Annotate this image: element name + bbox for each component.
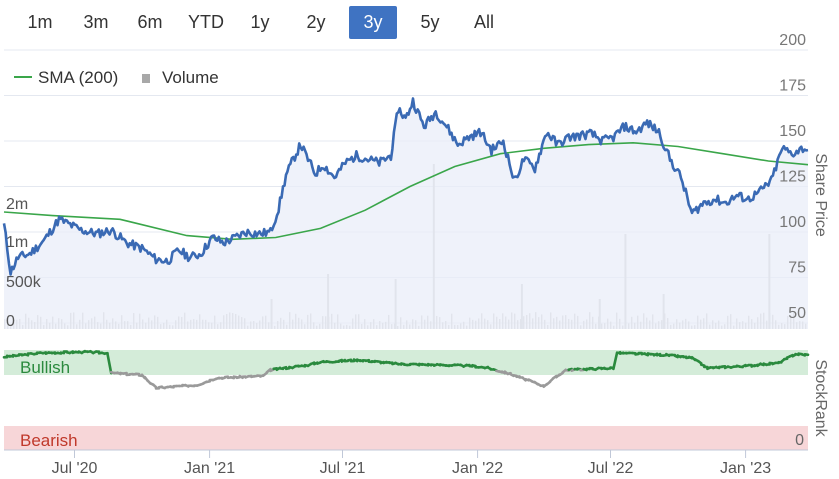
sma-line [3,141,809,241]
price-tick-label: 100 [779,214,806,231]
price-axis-title: Share Price [812,153,829,237]
stockrank-zero-tick: 0 [795,432,804,449]
range-button-5y[interactable]: 5y [420,12,440,32]
legend-volume-label[interactable]: Volume [162,68,219,87]
legend-sma-label[interactable]: SMA (200) [38,68,118,87]
legend-volume-swatch [142,74,150,83]
price-tick-label: 200 [779,32,806,49]
range-button-3m[interactable]: 3m [83,12,109,32]
stockrank-segment [23,352,30,357]
x-tick-label: Jul '22 [588,460,634,477]
range-button-1y[interactable]: 1y [250,12,270,32]
stockrank-segment [352,358,359,363]
stockrank-segment [337,358,344,363]
stockrank-segment [696,359,703,365]
stockrank-segment [759,362,765,367]
stockrank-segment [699,363,706,367]
bullish-band [4,350,808,375]
bullish-label: Bullish [20,358,70,377]
stockrank-segment [272,366,279,371]
share-price-line[interactable] [2,97,809,276]
stockrank-line [2,349,810,390]
range-button-ytd[interactable]: YTD [188,12,224,32]
range-button-3y[interactable]: 3y [349,6,397,39]
bearish-band [4,426,808,450]
stockrank-segment [655,352,662,357]
stockrank-segment [414,362,421,367]
x-tick-label: Jan '22 [452,460,503,477]
price-tick-label: 125 [779,169,806,186]
stockrank-segment [567,367,574,372]
volume-axis-ticks: 0 500k 1m 2m [6,196,42,330]
range-button-1m[interactable]: 1m [27,12,53,32]
stockrank-segment [643,352,650,357]
stockrank-segment [471,363,477,368]
stockrank-axis-title: StockRank [812,359,829,437]
range-selector: 1m 3m 6m YTD 1y 2y 3y 5y All [0,6,839,40]
stockrank-segment [615,350,622,355]
stockrank-segment [281,365,288,370]
volume-tick-label: 2m [6,196,28,213]
stockrank-segment [364,358,371,363]
legend[interactable]: SMA (200) Volume [14,68,219,87]
stockrank-segment [346,358,353,362]
volume-tick-label: 1m [6,234,28,251]
range-button-all[interactable]: All [473,12,494,32]
x-tick-label: Jul '21 [320,460,366,477]
price-axis-ticks: 50 75 100 125 150 175 200 [779,32,806,322]
stockrank-segment [151,383,158,389]
stockrank-segment [284,366,291,371]
price-area-fill [4,98,808,329]
stockrank-segment [500,370,507,375]
stockrank-segment [652,352,659,357]
volume-tick-label: 500k [6,274,42,291]
x-axis: Jul '20 Jan '21 Jul '21 Jan '22 Jul '22 Jan '… [4,449,808,477]
stockrank-segment [673,354,680,359]
volume-tick-label: 0 [6,313,15,330]
stockrank-segment [8,354,15,358]
stockrank-segment [376,360,383,364]
stockrank-segment [235,375,241,380]
x-tick-label: Jan '21 [184,460,235,477]
bearish-label: Bearish [20,431,78,450]
stockrank-segment [106,352,113,375]
stockrank-segment [59,351,66,355]
x-tick-label: Jul '20 [52,460,98,477]
range-button-6m[interactable]: 6m [137,12,163,32]
x-tick-label: Jan '23 [720,460,771,477]
price-tick-label: 150 [779,123,806,140]
price-tick-label: 175 [779,78,806,95]
price-tick-label: 50 [788,305,806,322]
stockrank-segment [229,375,236,380]
price-tick-label: 75 [788,260,806,277]
range-button-2y[interactable]: 2y [306,12,326,32]
stockrank-segment [309,361,316,366]
stockrank-segment [612,351,619,371]
stockrank-segment [265,367,272,374]
stockrank-segment [205,379,212,384]
stockrank-segment [803,352,810,357]
stockrank-panel: Bullish Bearish 0 StockRank [2,349,829,450]
